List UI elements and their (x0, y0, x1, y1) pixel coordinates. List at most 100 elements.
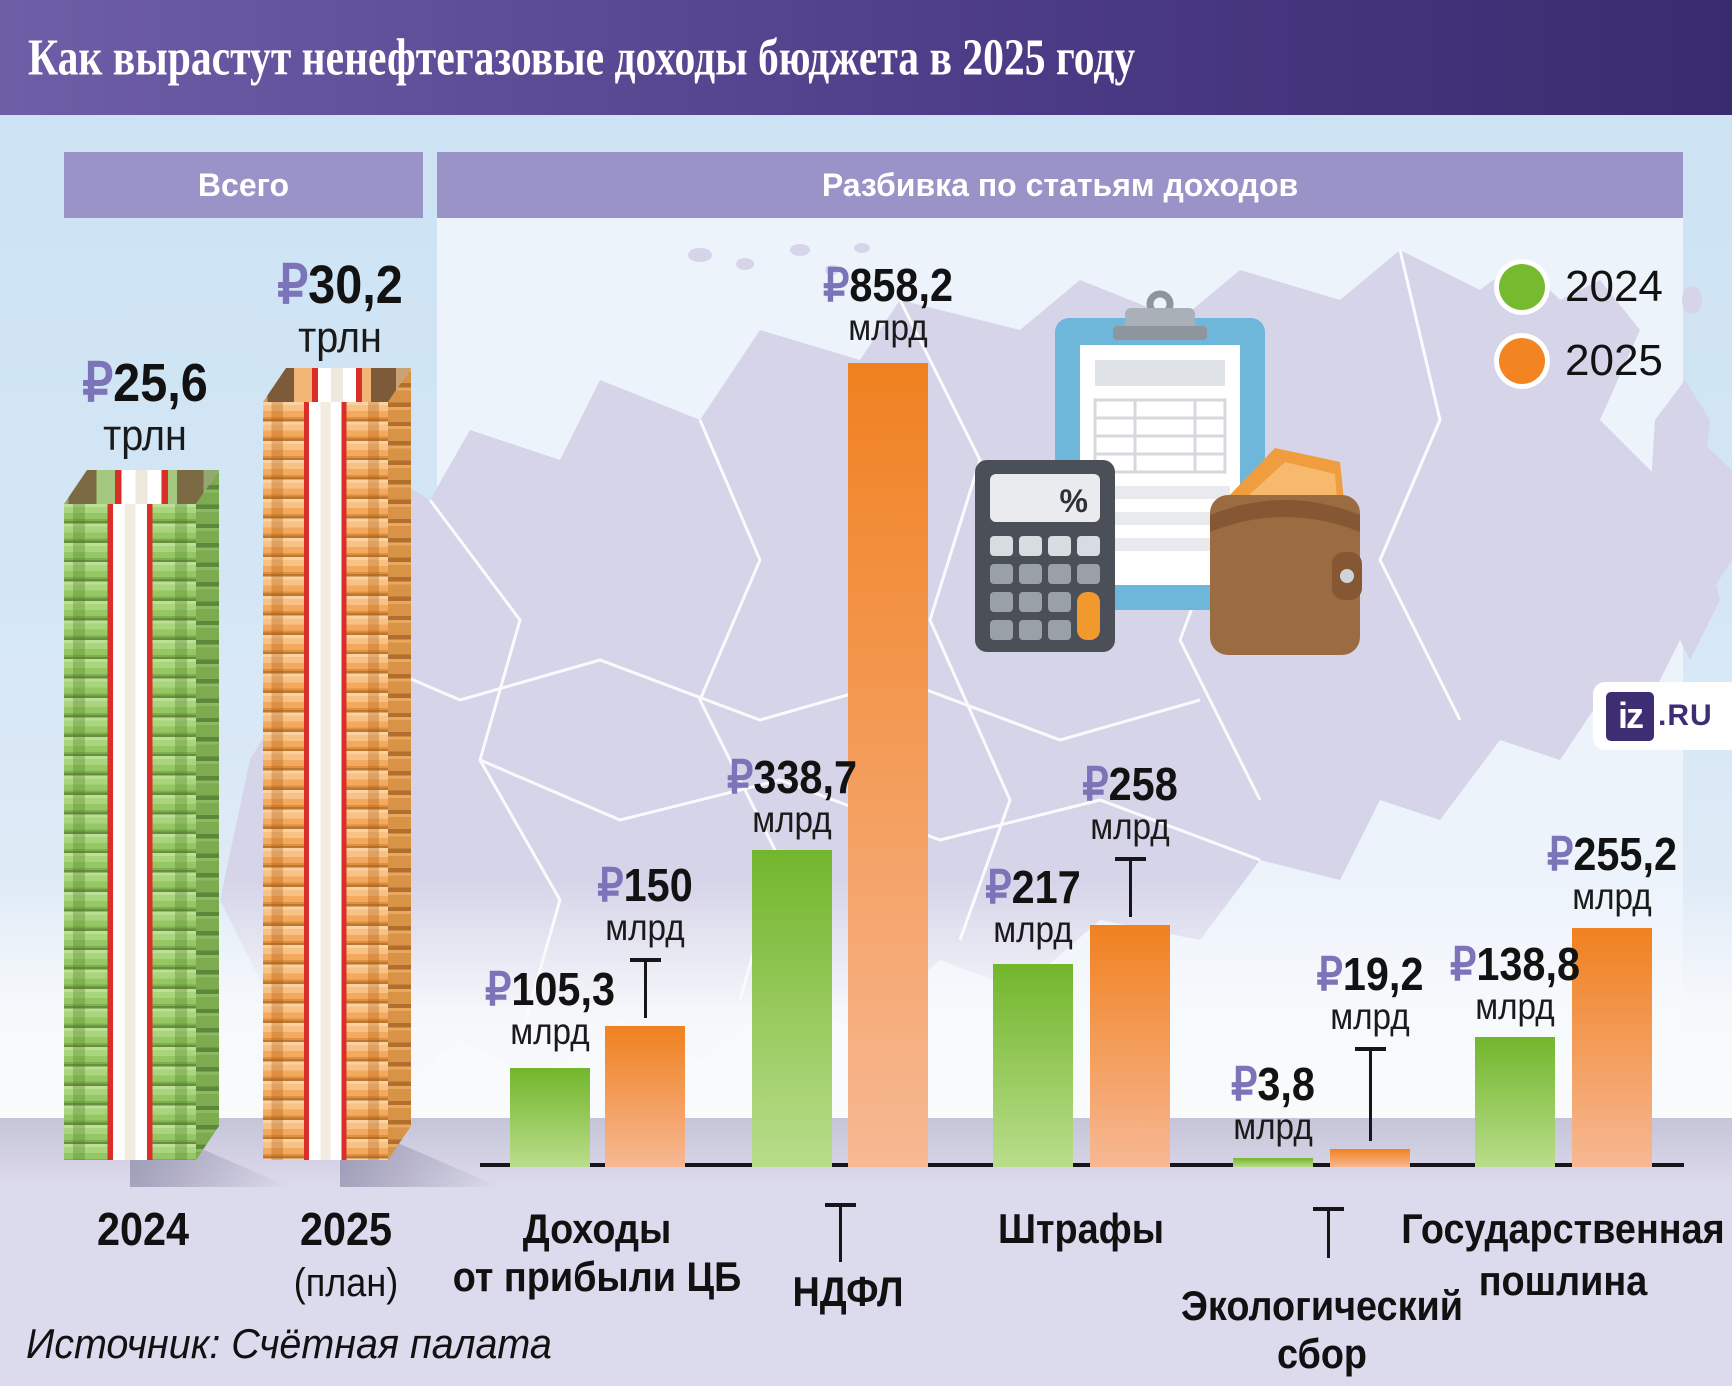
bottom-label-strip (0, 1187, 1732, 1386)
ruble-sign: ₽ (1450, 937, 1477, 990)
category-label-4: Государственная (1401, 1205, 1725, 1252)
legend-dot-icon (1499, 338, 1545, 384)
ruble-sign: ₽ (1082, 758, 1109, 811)
value-unit: млрд (510, 1011, 590, 1053)
category-label-0: от прибыли ЦБ (452, 1253, 742, 1300)
value-unit: млрд (1090, 806, 1170, 848)
value-number: ₽105,3 (485, 963, 615, 1016)
axis-label-2025-plan: (план) (293, 1261, 399, 1305)
legend-item-2024: 2024 (1499, 264, 1663, 310)
legend-label: 2024 (1565, 262, 1663, 311)
ruble-sign: ₽ (277, 255, 309, 315)
banknote-stack-2025 (263, 368, 411, 1160)
legend-dot-icon (1499, 264, 1545, 310)
value-number: ₽255,2 (1547, 827, 1677, 880)
section-header-breakdown: Разбивка по статьям доходов (437, 152, 1683, 218)
iz-logo-icon: iz (1606, 691, 1654, 741)
value-unit: млрд (1475, 985, 1555, 1027)
value-pointer-2 (1114, 857, 1146, 918)
value-unit: млрд (1233, 1106, 1313, 1147)
value-label-2024-2: ₽217 млрд (985, 864, 1080, 950)
value-unit: млрд (993, 908, 1073, 950)
bar-2024-3 (1233, 1158, 1313, 1167)
page-title: Как вырастут ненефтегазовые доходы бюдже… (28, 29, 1136, 86)
source-note: Источник: Счётная палата (26, 1320, 552, 1367)
value-label-2025-0: ₽150 млрд (597, 862, 692, 948)
bar-2024-0 (510, 1068, 590, 1167)
bar-2025-1 (848, 362, 928, 1167)
ruble-sign: ₽ (823, 258, 850, 311)
value-number: ₽150 (597, 859, 693, 912)
axis-label-2024: 2024 (96, 1203, 190, 1255)
legend: 2024 2025 (1499, 264, 1663, 412)
value-label-2025-4: ₽255,2 млрд (1547, 831, 1677, 917)
category-label-1: НДФЛ (792, 1268, 904, 1315)
value-label-2024-3: ₽3,8 млрд (1231, 1061, 1315, 1147)
axis-label-2025: 2025 (299, 1203, 393, 1255)
bar-2024-1 (752, 849, 832, 1167)
value-pointer-3 (1354, 1047, 1386, 1141)
value-number: ₽338,7 (727, 750, 857, 803)
category-label-0: Доходы (522, 1205, 672, 1252)
bar-2024-4 (1475, 1036, 1555, 1167)
value-number: ₽217 (985, 860, 1081, 913)
ruble-sign: ₽ (985, 860, 1012, 913)
value-label-2024-4: ₽138,8 млрд (1450, 941, 1580, 1027)
value-number: ₽858,2 (823, 258, 953, 311)
legend-item-2025: 2025 (1499, 338, 1663, 384)
value-number: ₽3,8 (1231, 1058, 1315, 1110)
value-label-2024-0: ₽105,3 млрд (485, 966, 615, 1052)
total-2025-value: ₽30,2 трлн (277, 255, 403, 362)
finance-illustration: % (975, 290, 1362, 655)
value-label-2024-1: ₽338,7 млрд (727, 754, 857, 840)
bar-2024-2 (993, 963, 1073, 1167)
banknote-stack-2024 (64, 470, 219, 1160)
legend-label: 2025 (1565, 336, 1663, 385)
ruble-sign: ₽ (1231, 1058, 1258, 1110)
ruble-sign: ₽ (597, 859, 624, 912)
category-pointer-3 (1312, 1207, 1344, 1258)
value-label-2025-3: ₽19,2 млрд (1317, 951, 1424, 1037)
ruble-sign: ₽ (485, 963, 512, 1016)
izru-logo: iz .RU (1593, 682, 1732, 750)
title-bar: Как вырастут ненефтегазовые доходы бюдже… (0, 0, 1732, 115)
value-unit: млрд (605, 907, 685, 949)
bar-2025-2 (1090, 925, 1170, 1167)
bar-2025-0 (605, 1026, 685, 1167)
category-label-3: Экологический (1181, 1282, 1463, 1329)
calculator-orange-key (1077, 592, 1100, 640)
ruble-sign: ₽ (82, 353, 114, 413)
category-label-2: Штрафы (998, 1205, 1164, 1252)
svg-text:%: % (1060, 483, 1088, 519)
value-label-2025-2: ₽258 млрд (1082, 761, 1177, 847)
stack-side-face (388, 368, 411, 1160)
section-header-total: Всего (64, 152, 423, 218)
value-number: ₽258 (1082, 758, 1178, 811)
value-unit: млрд (752, 798, 832, 840)
ruble-sign: ₽ (727, 750, 754, 803)
category-pointer-1 (824, 1203, 856, 1262)
ruble-sign: ₽ (1547, 827, 1574, 880)
chart-baseline (480, 1163, 1684, 1167)
bar-2025-3 (1330, 1149, 1410, 1167)
stack-top-face (64, 470, 219, 504)
stack-front-face (64, 504, 196, 1160)
izru-logo-text: .RU (1658, 699, 1713, 732)
category-label-3: сбор (1276, 1330, 1368, 1377)
stack-side-face (196, 470, 219, 1160)
value-pointer-0 (629, 958, 661, 1019)
value-unit: млрд (1330, 996, 1410, 1038)
value-label-2025-1: ₽858,2 млрд (823, 262, 953, 348)
value-number: ₽19,2 (1316, 948, 1424, 1001)
value-unit: млрд (1572, 875, 1652, 917)
wallet-icon (1210, 448, 1362, 655)
stack-top-face (263, 368, 411, 402)
category-label-4: пошлина (1478, 1257, 1648, 1304)
total-2024-value: ₽25,6 трлн (82, 353, 208, 460)
stack-front-face (263, 402, 388, 1160)
value-unit: млрд (848, 306, 928, 348)
value-number: ₽138,8 (1450, 937, 1580, 990)
calculator-icon: % (975, 460, 1115, 652)
bar-2025-4 (1572, 927, 1652, 1167)
